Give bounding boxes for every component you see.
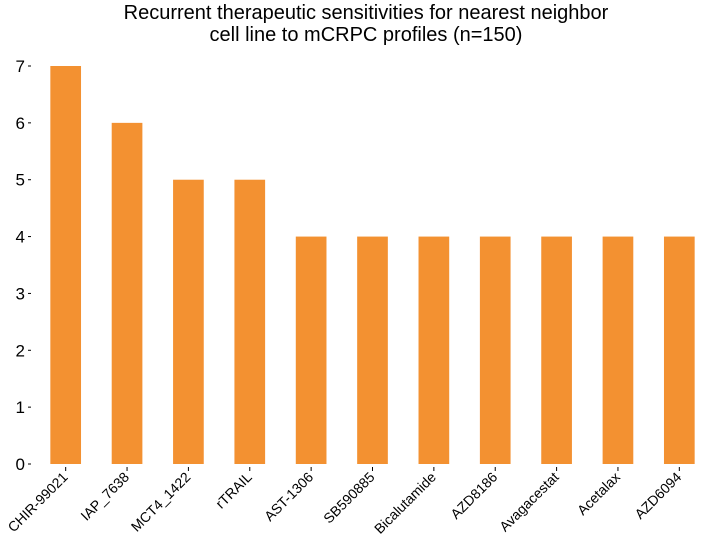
bar <box>663 236 695 464</box>
y-tick-label: 2 <box>16 341 25 360</box>
bar <box>111 122 143 464</box>
bar <box>357 236 388 464</box>
x-tick-label: Avagacestat <box>496 469 562 535</box>
bar <box>234 179 266 464</box>
x-tick-label: AZD6094 <box>631 469 684 522</box>
bar <box>50 66 82 464</box>
x-tick-label: rTRAIL <box>212 469 255 512</box>
bar <box>173 179 204 464</box>
x-tick-label: AST-1306 <box>261 469 316 524</box>
y-tick-label: 1 <box>16 398 25 417</box>
x-tick-label: IAP_7638 <box>77 469 132 524</box>
bar <box>541 236 572 464</box>
x-tick-label: SB590885 <box>320 469 378 527</box>
y-tick-label: 4 <box>16 228 25 247</box>
bar <box>418 236 450 464</box>
x-tick-label: CHIR-99021 <box>4 469 70 535</box>
y-tick-label: 0 <box>16 455 25 474</box>
x-tick-label: Acetalax <box>574 469 623 518</box>
y-tick-label: 3 <box>16 284 25 303</box>
y-axis: 0 1 2 3 4 5 6 7 <box>16 57 31 474</box>
bars-group <box>50 66 695 464</box>
chart-title-line-2: cell line to mCRPC profiles (n=150) <box>210 24 523 46</box>
y-tick-label: 5 <box>16 171 25 190</box>
bar <box>602 236 634 464</box>
x-tick-label: AZD8186 <box>447 469 500 522</box>
x-tick-label: MCT4_1422 <box>128 469 194 535</box>
bar <box>295 236 327 464</box>
bar <box>479 236 511 464</box>
y-tick-label: 6 <box>16 114 25 133</box>
x-tick-label: Bicalutamide <box>371 469 439 537</box>
chart-title-line-1: Recurrent therapeutic sensitivities for … <box>124 2 609 24</box>
y-tick-label: 7 <box>16 57 25 76</box>
